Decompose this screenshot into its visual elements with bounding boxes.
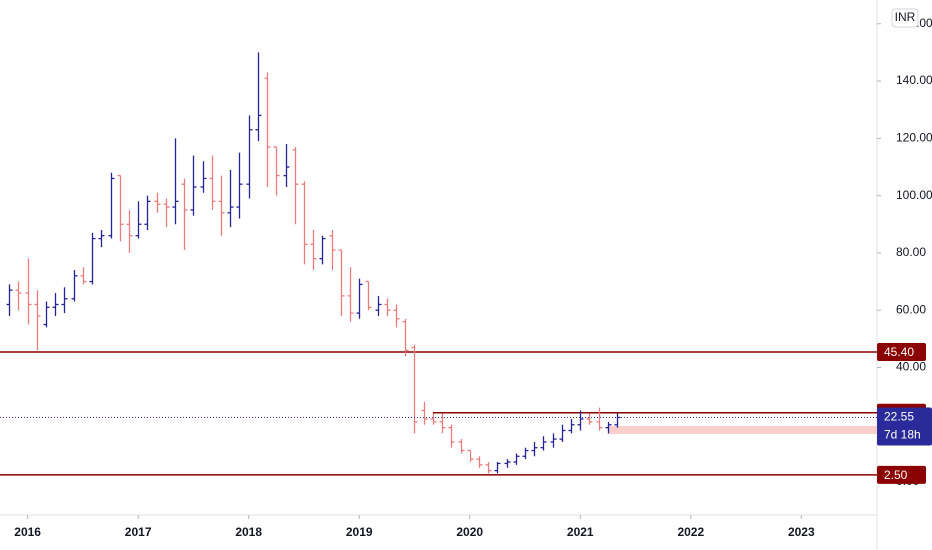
currency-badge (891, 8, 919, 28)
x-tick-label: 2016 (14, 525, 41, 539)
x-tick-label: 2019 (346, 525, 373, 539)
y-tick-label: 140.00 (896, 73, 932, 87)
x-tick-label: 2023 (788, 525, 815, 539)
x-tick-label: 2021 (567, 525, 594, 539)
currency-label: INR (895, 10, 916, 24)
y-tick-label: 40.00 (896, 360, 926, 374)
last-price-label: 22.55 (884, 410, 914, 424)
x-tick-label: 2020 (456, 525, 483, 539)
level-label-box (877, 465, 926, 484)
y-tick-label: 80.00 (896, 245, 926, 259)
x-tick-label: 2022 (677, 525, 704, 539)
countdown-label: 7d 18h (884, 428, 921, 442)
y-tick-label: 60.00 (896, 302, 926, 316)
level-label-box (877, 343, 926, 362)
zone (607, 425, 877, 434)
last-price-box (877, 407, 932, 446)
level-label: 2.50 (884, 468, 908, 482)
x-tick-label: 2018 (235, 525, 262, 539)
level-label: 45.40 (884, 345, 914, 359)
x-tick-label: 2017 (125, 525, 152, 539)
y-tick-label: 100.00 (896, 188, 932, 202)
y-tick-label: 120.00 (896, 131, 932, 145)
